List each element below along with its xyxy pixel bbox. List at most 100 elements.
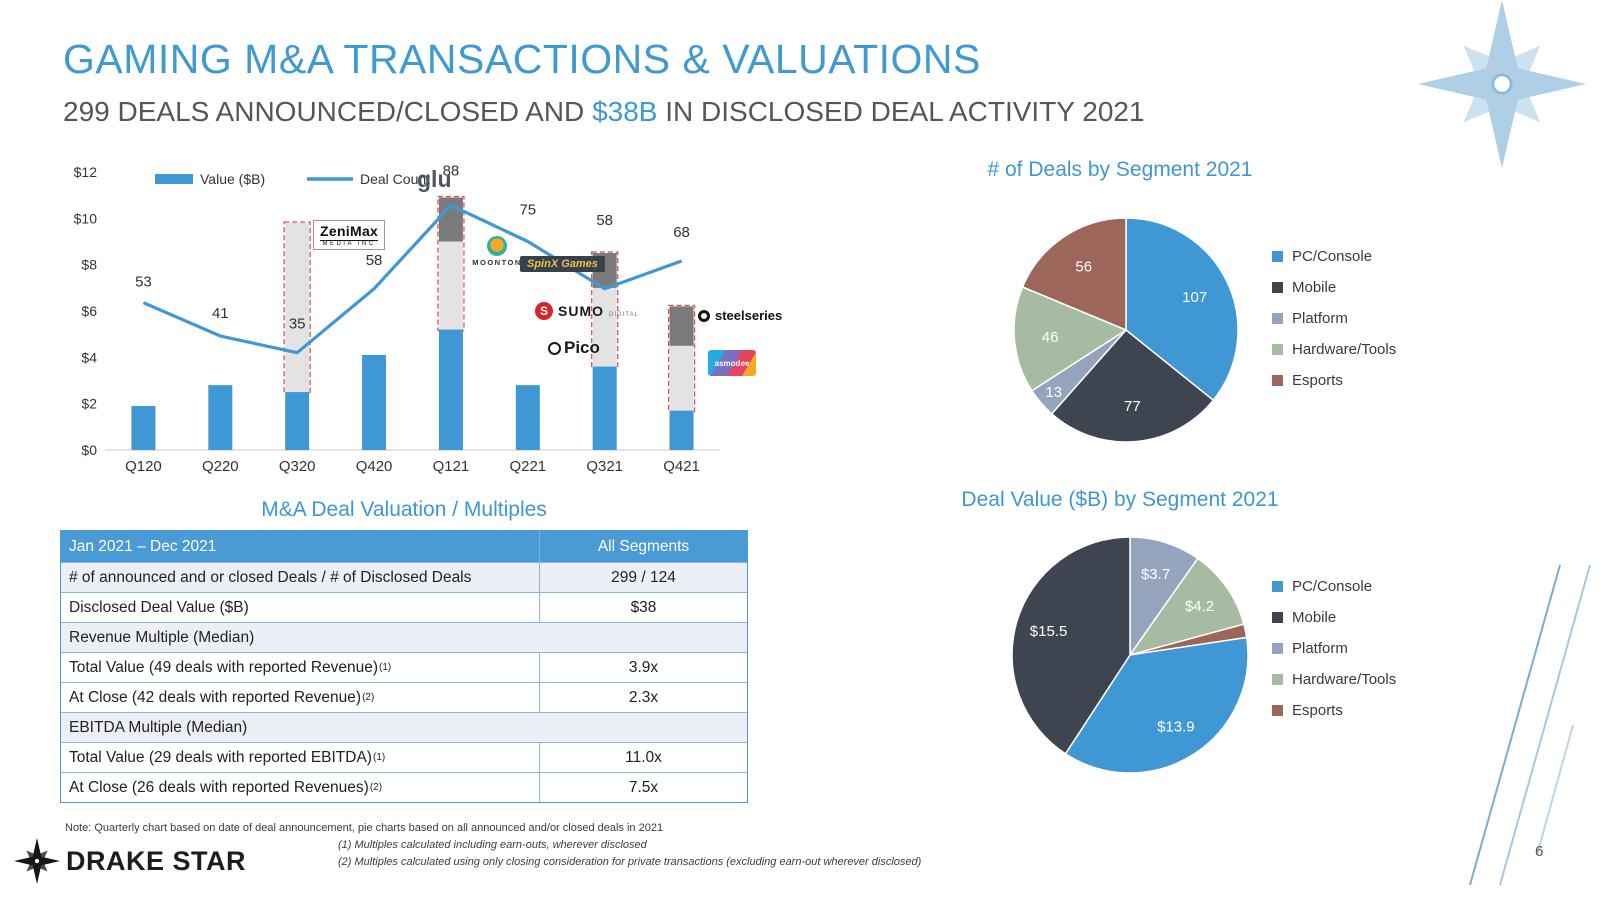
drake-star-logo: DRAKE STAR: [14, 838, 246, 884]
legend-swatch: [1272, 643, 1283, 654]
table-header-period: Jan 2021 – Dec 2021: [69, 537, 217, 555]
subtitle-pre: 299 DEALS ANNOUNCED/CLOSED AND: [63, 96, 593, 127]
deal-count-label: 58: [366, 252, 383, 269]
legend-label: Hardware/Tools: [1292, 671, 1397, 688]
pie-value-label: $4.2: [1185, 598, 1214, 615]
value-bar-Q321: [592, 366, 617, 450]
footnote-2: (2) Multiples calculated using only clos…: [338, 856, 922, 868]
steelseries-logo-icon: [698, 309, 710, 322]
legend-swatch: [1272, 674, 1283, 685]
legend-swatch: [1272, 705, 1283, 716]
legend-swatch: [1272, 612, 1283, 623]
legend-label: Esports: [1292, 372, 1343, 389]
y-tick: $2: [81, 396, 97, 412]
spinx-games-logo: SpinX Games: [520, 256, 605, 272]
pico-logo-text: Pico: [564, 338, 600, 357]
deal-count-line: [142, 203, 683, 355]
value-bar-Q220: [208, 385, 233, 450]
steelseries-logo: steelseries: [698, 308, 782, 323]
x-label-Q320: Q320: [279, 458, 316, 475]
table-section-row: Revenue Multiple (Median): [61, 622, 747, 652]
deal-count-label: 75: [519, 202, 536, 219]
table-data-row: At Close (42 deals with reported Revenue…: [61, 682, 747, 712]
value-by-segment-legend: PC/Console Mobile Platform Hardware/Tools Es…: [1272, 578, 1396, 719]
valuation-table: Jan 2021 – Dec 2021 All Segments # of an…: [60, 530, 748, 803]
footer-note: Note: Quarterly chart based on date of d…: [65, 822, 664, 834]
pie-value-label: $3.7: [1141, 566, 1170, 583]
pie-slice-esports: [1021, 217, 1127, 332]
deal-count-label: 53: [135, 274, 152, 291]
table-header-segments: All Segments: [539, 531, 747, 562]
deals-by-segment-pie: 107 77 13 46 56: [1013, 217, 1239, 443]
legend-item-hardware-tools: Hardware/Tools: [1272, 671, 1396, 688]
value-bar-Q120: [131, 405, 156, 450]
legend-label: Hardware/Tools: [1292, 341, 1397, 358]
table-row-value: $38: [539, 593, 747, 622]
legend-swatch: [1272, 282, 1283, 293]
table-row-label: EBITDA Multiple (Median): [69, 718, 248, 736]
y-tick: $0: [81, 442, 97, 458]
table-row-value: 3.9x: [539, 653, 747, 682]
legend-label: Mobile: [1292, 279, 1337, 296]
sumo-logo-icon: S: [535, 302, 553, 320]
table-row-label: At Close (26 deals with reported Revenue…: [69, 778, 383, 796]
drake-star-logo-icon: [14, 838, 60, 884]
steelseries-logo-text: steelseries: [715, 308, 783, 323]
x-label-Q221: Q221: [509, 458, 546, 475]
pie-value-label: 77: [1124, 398, 1141, 415]
table-header-row: Jan 2021 – Dec 2021 All Segments: [61, 531, 747, 562]
page-number: 6: [1535, 843, 1544, 860]
legend-swatch: [1272, 581, 1283, 592]
deals-by-segment-legend: PC/Console Mobile Platform Hardware/Tools Es…: [1272, 248, 1396, 389]
y-tick: $10: [74, 210, 98, 226]
table-data-row: # of announced and or closed Deals / # o…: [61, 562, 747, 592]
x-label-Q120: Q120: [125, 458, 162, 475]
table-row-label: Total Value (49 deals with reported Reve…: [69, 658, 392, 676]
legend-item-esports: Esports: [1272, 372, 1396, 389]
pie-value-label: $13.9: [1157, 719, 1195, 736]
table-section-row: EBITDA Multiple (Median): [61, 712, 747, 742]
legend-swatch: [1272, 375, 1283, 386]
legend-label: PC/Console: [1292, 248, 1373, 265]
pico-logo: Pico: [548, 338, 600, 358]
diagonal-lines-decoration: [1469, 564, 1591, 885]
table-row-label: Disclosed Deal Value ($B): [69, 598, 249, 616]
table-row-value: 7.5x: [539, 773, 747, 802]
pie-slice-pc-console: [1064, 636, 1249, 774]
value-bar-Q421: [669, 410, 694, 450]
undisclosed-bar-cap-Q421: [669, 306, 694, 346]
pie-slice-hardware-tools: [1128, 557, 1245, 657]
pie-slice-mobile: [1050, 328, 1215, 443]
legend-item-mobile: Mobile: [1272, 279, 1396, 296]
legend-item-pc-console: PC/Console: [1272, 248, 1396, 265]
legend-label: Esports: [1292, 702, 1343, 719]
asmodee-logo: asmodee: [708, 350, 756, 376]
deal-count-label: 88: [443, 162, 460, 179]
legend-item-pc-console: PC/Console: [1272, 578, 1396, 595]
legend-label: Mobile: [1292, 609, 1337, 626]
x-label-Q420: Q420: [356, 458, 393, 475]
legend-item-mobile: Mobile: [1272, 609, 1396, 626]
x-label-Q220: Q220: [202, 458, 239, 475]
deal-count-label: 41: [212, 305, 229, 322]
zenimax-logo: ZeniMax MEDIA INC: [313, 220, 386, 250]
sumo-logo-text: SUMO: [558, 303, 604, 319]
legend-label: Platform: [1292, 310, 1348, 327]
x-label-Q421: Q421: [663, 458, 700, 475]
x-label-Q321: Q321: [586, 458, 623, 475]
legend-item-hardware-tools: Hardware/Tools: [1272, 341, 1396, 358]
undisclosed-bar-Q320: [285, 222, 310, 393]
page-title: GAMING M&A TRANSACTIONS & VALUATIONS: [63, 36, 981, 82]
deal-count-label: 68: [673, 224, 690, 241]
value-by-segment-pie: $3.7 $4.2 $13.9 $15.5: [1011, 536, 1249, 774]
pie-value-label: 46: [1042, 329, 1059, 346]
legend-label-deal-count: Deal Count: [360, 171, 430, 187]
legend-swatch: [1272, 313, 1283, 324]
quarterly-bar-line-chart: $0 $2 $4 $6 $8 $10 $12 53 41 35 58 88 75 58 68 Q120 Q220…: [74, 162, 720, 475]
table-row-label: Revenue Multiple (Median): [69, 628, 255, 646]
glu-logo-text: glu: [417, 166, 452, 192]
zenimax-logo-text: ZeniMax: [320, 223, 379, 239]
pie-slice-hardware-tools: [1013, 286, 1128, 392]
pie-value-label: 107: [1182, 289, 1207, 306]
